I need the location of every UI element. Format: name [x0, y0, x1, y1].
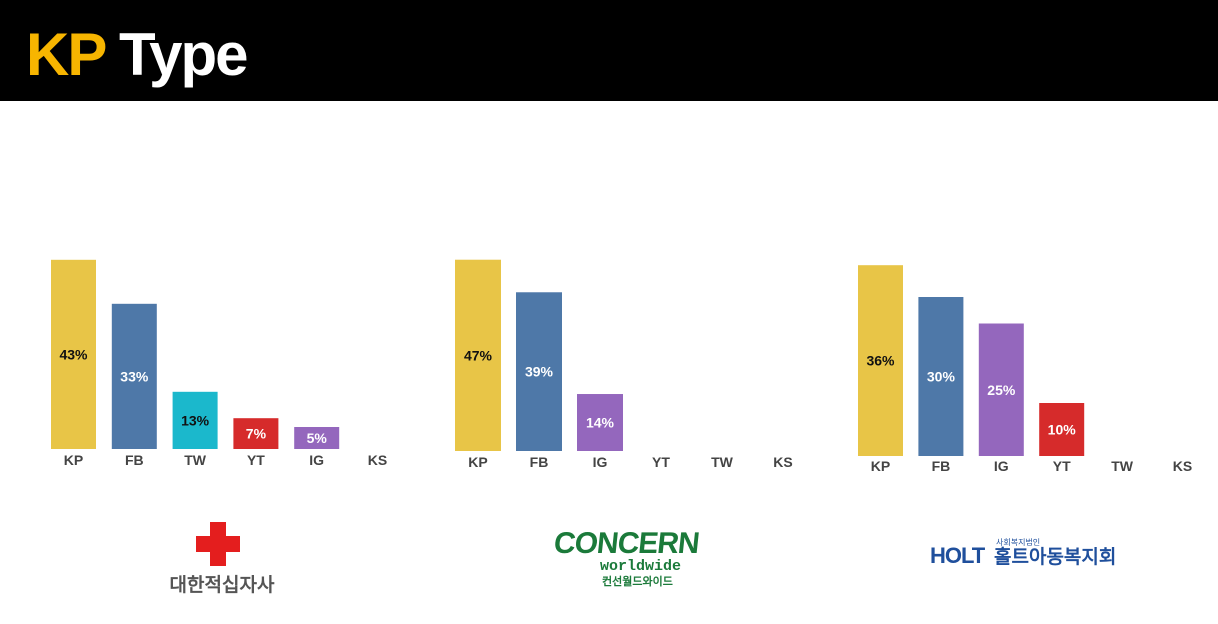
data-label: 33% — [120, 368, 149, 384]
holt-logo: HOLT 사회복지법인 홀트아동복지회 — [930, 536, 1150, 576]
tick-label: KS — [368, 452, 387, 468]
tick-label: KP — [64, 452, 83, 468]
bar-yt — [1039, 403, 1085, 456]
bar-fb — [111, 303, 157, 449]
concern-sub: worldwide — [600, 558, 682, 575]
data-label: 5% — [307, 430, 328, 446]
tick-label: YT — [247, 452, 265, 468]
red-cross-icon — [196, 522, 240, 566]
tick-label: TW — [711, 454, 734, 470]
bar-chart-concern: 47% KP 39% FB 14% IG YT TW KS — [455, 259, 793, 470]
data-label: 14% — [586, 415, 615, 431]
holt-mark: HOLT — [930, 543, 985, 568]
data-label: 39% — [525, 364, 554, 380]
data-label: 13% — [181, 412, 210, 428]
tick-label: TW — [1111, 458, 1134, 474]
bar-yt — [233, 418, 279, 449]
title-rest: Type — [118, 21, 249, 88]
bar-ig — [294, 427, 340, 449]
tick-label: FB — [125, 452, 144, 468]
page-title: KP Type — [26, 20, 249, 90]
data-label: 36% — [866, 353, 895, 369]
tick-label: YT — [652, 454, 670, 470]
concern-name: CONCERN — [552, 527, 701, 560]
tick-label: IG — [593, 454, 608, 470]
tick-label: FB — [530, 454, 549, 470]
data-label: 47% — [464, 347, 493, 363]
bar-ig — [978, 323, 1024, 456]
bar-fb — [918, 297, 964, 456]
bar-tw — [172, 391, 218, 449]
tick-label: IG — [994, 458, 1009, 474]
bar-fb — [516, 292, 562, 451]
data-label: 43% — [59, 346, 88, 362]
bar-kp — [455, 259, 501, 451]
bar-kp — [858, 265, 903, 456]
header-bar: KP Type — [0, 0, 1218, 101]
holt-tagline: 사회복지법인 — [996, 538, 1041, 547]
holt-name: 홀트아동복지회 — [994, 546, 1117, 568]
data-label: 30% — [927, 369, 956, 385]
title-accent: KP — [26, 21, 106, 88]
tick-label: TW — [184, 452, 207, 468]
bar-chart-red-cross: 43% KP 33% FB 13% TW 7% YT 5% IG KS — [51, 259, 387, 468]
tick-label: KP — [871, 458, 890, 474]
red-cross-logo: 대한적십자사 — [150, 520, 290, 600]
tick-label: YT — [1053, 458, 1071, 474]
data-label: 10% — [1048, 422, 1077, 438]
bar-kp — [51, 259, 96, 449]
concern-name-kr: 컨선월드와이드 — [602, 575, 673, 588]
red-cross-name: 대한적십자사 — [169, 574, 275, 596]
tick-label: KS — [1173, 458, 1192, 474]
tick-label: KP — [468, 454, 487, 470]
bar-ig — [577, 394, 623, 451]
tick-label: KS — [773, 454, 792, 470]
tick-label: IG — [309, 452, 324, 468]
data-label: 7% — [246, 426, 267, 442]
data-label: 25% — [987, 382, 1016, 398]
tick-label: FB — [932, 458, 951, 474]
concern-logo: CONCERN worldwide 컨선월드와이드 — [548, 527, 700, 592]
